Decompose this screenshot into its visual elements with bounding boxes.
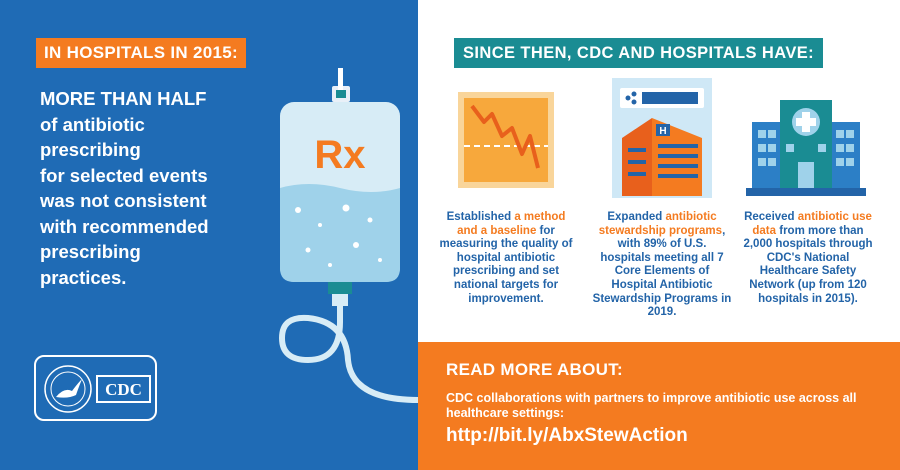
headline-line: MORE THAN HALF (40, 88, 207, 109)
read-more-link[interactable]: http://bit.ly/AbxStewAction (446, 425, 688, 446)
bag-outlet (328, 282, 352, 294)
bag-top-cap-inner (336, 90, 346, 98)
headline-line: was not consistent (40, 190, 207, 211)
highlight: a method and a baseline (457, 211, 566, 237)
left-tag: IN HOSPITALS IN 2015: (36, 38, 246, 68)
bag-hook (338, 68, 343, 90)
column-text-method: Established a method and a baseline for … (439, 211, 573, 305)
highlight: antibiotic use data (752, 211, 872, 237)
hospital-cross-icon (746, 100, 866, 196)
cdc-logo-text: CDC (105, 380, 142, 399)
bag-tube (278, 303, 418, 403)
cdc-logo: CDC (34, 355, 157, 421)
right-tag: SINCE THEN, CDC AND HOSPITALS HAVE: (454, 38, 824, 68)
headline-line: prescribing (40, 139, 141, 160)
headline-line: of antibiotic (40, 113, 145, 135)
cdc-wordmark: CDC (96, 375, 151, 403)
headline: MORE THAN HALF of antibiotic prescribing… (40, 86, 275, 290)
bag-label: Rx (314, 133, 365, 177)
hospital-building-icon: H (612, 78, 712, 198)
bag-fluid (280, 184, 400, 282)
svg-text:H: H (659, 126, 666, 137)
read-more-description: CDC collaborations with partners to impr… (446, 391, 857, 420)
column-text-stewardship: Expanded antibiotic stewardship programs… (592, 211, 732, 319)
column-text-data: Received antibiotic use data from more t… (743, 211, 873, 305)
chart-down-icon (458, 92, 554, 188)
highlight: antibiotic stewardship programs (598, 211, 723, 237)
headline-line: with recommended (40, 215, 209, 237)
headline-line: for selected events (40, 164, 208, 186)
headline-line: practices. (40, 266, 127, 288)
iv-bag-icon: Rx (278, 68, 418, 403)
hhs-seal-icon (44, 365, 92, 413)
headline-line: prescribing (40, 241, 141, 262)
read-more-panel: READ MORE ABOUT: CDC collaborations with… (418, 342, 900, 470)
read-more-heading: READ MORE ABOUT: (446, 360, 623, 379)
